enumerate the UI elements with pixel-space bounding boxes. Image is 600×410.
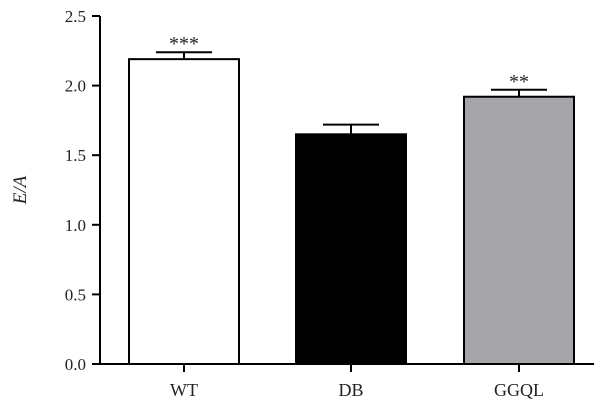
- category-label: GGQL: [494, 380, 544, 400]
- y-tick-label: 0.5: [65, 285, 86, 304]
- y-tick-label: 0.0: [65, 355, 86, 374]
- category-label: WT: [170, 380, 198, 400]
- y-tick-label: 2.0: [65, 77, 86, 96]
- y-tick-label: 1.0: [65, 216, 86, 235]
- significance-label: **: [509, 71, 529, 93]
- category-label: DB: [338, 380, 363, 400]
- y-axis-label: E/A: [10, 175, 31, 205]
- y-tick-label: 1.5: [65, 146, 86, 165]
- x-axis: WT DB GGQL: [99, 363, 594, 400]
- bar-wt: [128, 58, 240, 365]
- bar-db: [295, 133, 407, 365]
- significance-label: ***: [169, 33, 199, 55]
- bar-ggql: [463, 95, 575, 366]
- y-axis: 0.0 0.5 1.0 1.5 2.0 2.5: [65, 7, 101, 374]
- y-tick-label: 2.5: [65, 7, 86, 26]
- bars: *****: [128, 33, 575, 366]
